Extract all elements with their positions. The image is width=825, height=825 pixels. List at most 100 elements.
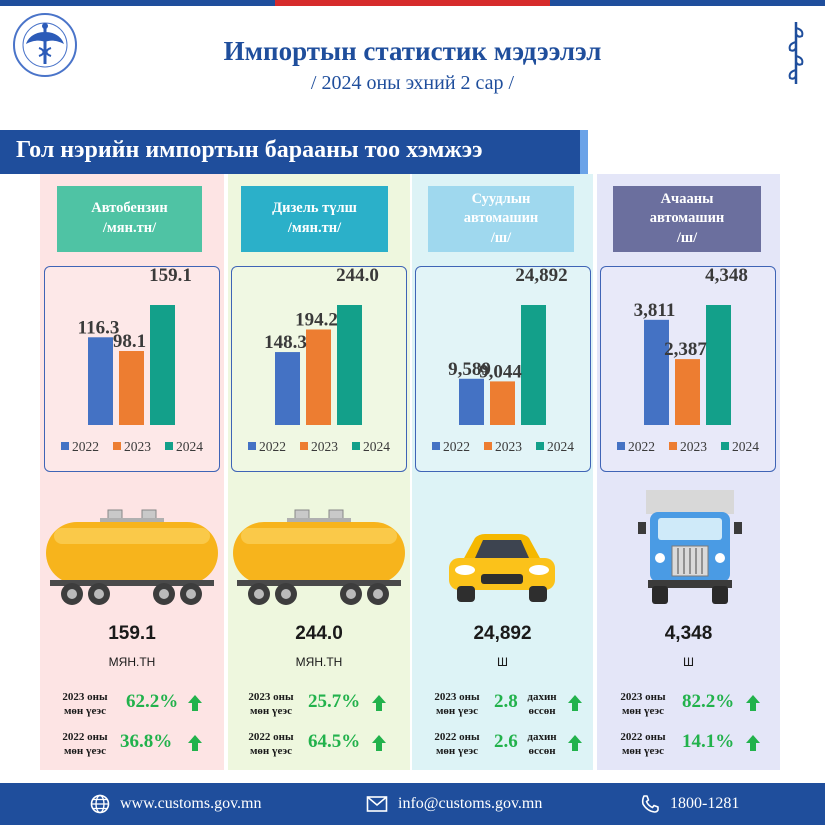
unit-diesel: МЯН.ТН — [295, 655, 343, 669]
total-value-cars: 24,892 — [473, 623, 532, 644]
legend-label-2024: 2024 — [363, 439, 390, 454]
top-color-bar — [0, 0, 825, 6]
bar-diesel-2024 — [337, 305, 362, 425]
bar-gasoline-2022 — [88, 337, 113, 425]
email-text: info@customs.gov.mn — [398, 795, 543, 812]
unit-trucks: Ш — [683, 655, 694, 669]
comparison-row: 2022 оны мөн үеэс 2.6 дахин өссөн — [420, 730, 590, 764]
comparison-label: 2022 оны мөн үеэс — [620, 731, 666, 758]
comparison-row: 2022 оны мөн үеэс 64.5% — [234, 730, 404, 764]
bar-cars-2022 — [459, 378, 484, 425]
chart-diesel: 148.3 194.2 244.0 2022 2023 2024 — [231, 266, 407, 472]
data-label-trucks-2024: 4,348 — [705, 267, 748, 286]
data-label-trucks-2022: 3,811 — [634, 300, 676, 321]
legend-label-2024: 2024 — [176, 439, 203, 454]
legend-swatch-2023 — [669, 442, 677, 450]
legend-label-2024: 2024 — [547, 439, 574, 454]
legend-swatch-2022 — [61, 442, 69, 450]
comparison-row: 2023 оны мөн үеэс 25.7% — [234, 690, 404, 724]
footer-website[interactable]: www.customs.gov.mn — [90, 783, 261, 825]
bar-trucks-2024 — [706, 305, 731, 425]
column-cars — [412, 174, 593, 770]
page-subtitle: / 2024 оны эхний 2 сар / — [310, 72, 515, 94]
legend-label-2022: 2022 — [259, 439, 286, 454]
total-value-trucks: 4,348 — [664, 623, 713, 644]
comparison-label: 2023 оны мөн үеэс — [62, 691, 108, 718]
data-label-gasoline-2023: 98.1 — [113, 331, 146, 352]
mail-icon — [366, 796, 388, 812]
comparison-row: 2023 оны мөн үеэс 62.2% — [48, 690, 218, 724]
bar-gasoline-2024 — [150, 305, 175, 425]
category-label-cars: Суудлын автомашин/ш/ — [428, 186, 574, 252]
chart-cars: 9,589 9,044 24,892 2022 2023 2024 — [415, 266, 591, 472]
legend-swatch-2024 — [536, 442, 544, 450]
comparison-label: 2023 оны мөн үеэс — [434, 691, 480, 718]
tank-wagon-icon — [233, 509, 405, 605]
legend-label-2023: 2023 — [311, 439, 338, 454]
comparison-value: 2.8 — [494, 691, 518, 712]
arrow-up-icon — [568, 695, 582, 711]
comparison-value: 2.6 — [494, 731, 518, 752]
comparison-note: дахин өссөн — [527, 691, 557, 718]
column-gasoline — [40, 174, 224, 770]
category-label-trucks: Ачааны автомашин/ш/ — [613, 186, 761, 252]
comparison-label: 2023 оны мөн үеэс — [620, 691, 666, 718]
comparison-value: 25.7% — [308, 691, 361, 712]
data-label-diesel-2022: 148.3 — [264, 332, 307, 353]
legend-label-2024: 2024 — [732, 439, 759, 454]
footer: www.customs.gov.mn info@customs.gov.mn 1… — [0, 783, 825, 825]
truck-icon — [638, 490, 742, 604]
total-value-diesel: 244.0 — [295, 623, 343, 644]
legend-swatch-2022 — [248, 442, 256, 450]
section-banner: Гол нэрийн импортын барааны тоо хэмжээ — [0, 130, 588, 174]
legend-label-2023: 2023 — [495, 439, 522, 454]
data-label-diesel-2024: 244.0 — [336, 267, 379, 286]
comparison-label: 2023 оны мөн үеэс — [248, 691, 294, 718]
bar-cars-2023 — [490, 381, 515, 425]
comparison-value: 36.8% — [120, 731, 173, 752]
unit-cars: Ш — [497, 655, 508, 669]
total-value-gasoline: 159.1 — [108, 623, 156, 644]
data-label-cars-2022: 9,589 — [448, 359, 491, 380]
category-label-gasoline: Автобензин/мян.тн/ — [57, 186, 202, 252]
legend-label-2023: 2023 — [124, 439, 151, 454]
tank-wagon-icon — [46, 509, 218, 605]
comparison-value: 62.2% — [126, 691, 179, 712]
bar-trucks-2022 — [644, 319, 669, 425]
data-label-cars-2023: 9,044 — [479, 361, 522, 382]
page-title: Импортын статистик мэдээлэл — [223, 36, 602, 66]
legend-label-2022: 2022 — [72, 439, 99, 454]
comparison-row: 2023 оны мөн үеэс 2.8 дахин өссөн — [420, 690, 590, 724]
comparison-row: 2023 оны мөн үеэс 82.2% — [606, 690, 776, 724]
comparison-label: 2022 оны мөн үеэс — [248, 731, 294, 758]
arrow-up-icon — [746, 695, 760, 711]
legend-label-2022: 2022 — [443, 439, 470, 454]
footer-email[interactable]: info@customs.gov.mn — [366, 783, 542, 825]
unit-gasoline: МЯН.ТН — [108, 655, 156, 669]
comparison-value: 64.5% — [308, 731, 361, 752]
legend-label-2023: 2023 — [680, 439, 707, 454]
data-label-trucks-2023: 2,387 — [664, 339, 707, 360]
comparison-value: 82.2% — [682, 691, 735, 712]
comparison-note: дахин өссөн — [527, 731, 557, 758]
comparison-label: 2022 оны мөн үеэс — [62, 731, 108, 758]
data-label-diesel-2023: 194.2 — [295, 309, 338, 330]
legend-swatch-2022 — [617, 442, 625, 450]
chart-gasoline-svg: 116.398.1 159.1 2022 2023 2024 — [61, 267, 203, 454]
bar-trucks-2023 — [675, 359, 700, 425]
legend-swatch-2023 — [113, 442, 121, 450]
arrow-up-icon — [372, 695, 386, 711]
legend-swatch-2022 — [432, 442, 440, 450]
footer-phone[interactable]: 1800-1281 — [640, 783, 739, 825]
legend-swatch-2024 — [165, 442, 173, 450]
comparison-label: 2022 оны мөн үеэс — [434, 731, 480, 758]
website-text: www.customs.gov.mn — [120, 795, 262, 812]
arrow-up-icon — [188, 695, 202, 711]
mongolian-script-emblem — [788, 22, 804, 84]
section-banner-text: Гол нэрийн импортын барааны тоо хэмжээ — [16, 137, 483, 163]
bar-cars-2024 — [521, 305, 546, 425]
globe-icon — [90, 794, 110, 814]
arrow-up-icon — [188, 735, 202, 751]
bar-diesel-2023 — [306, 329, 331, 425]
